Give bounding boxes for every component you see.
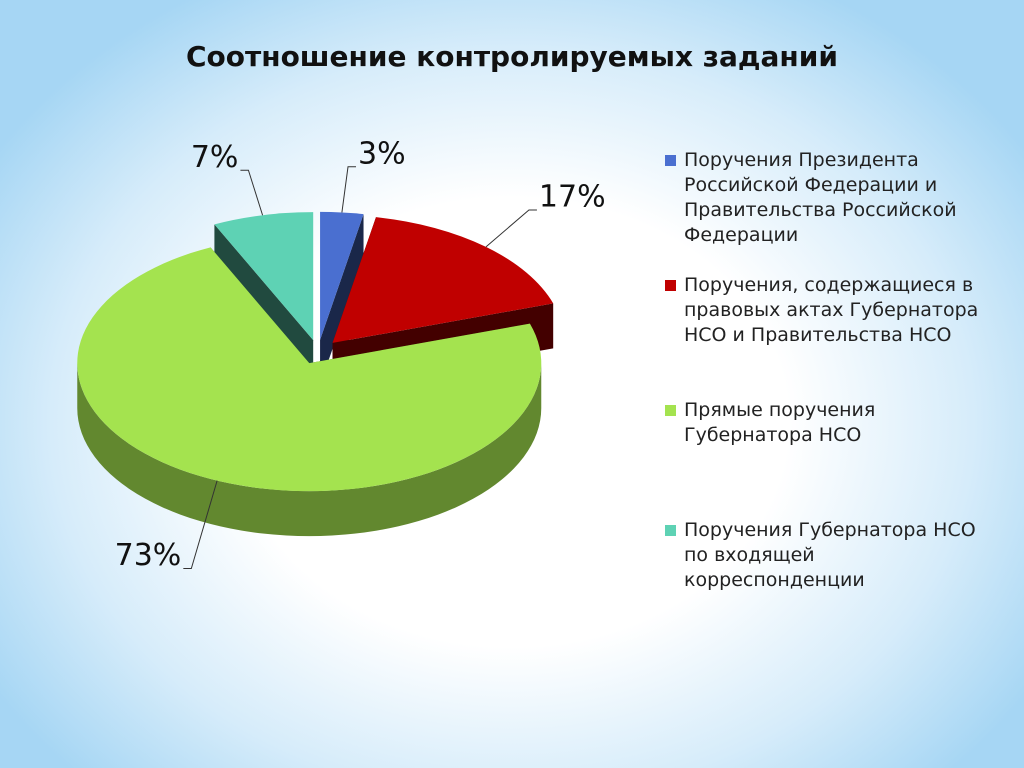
- leader-line: [341, 166, 357, 213]
- slice-top: [320, 211, 364, 340]
- leader-line: [240, 169, 264, 216]
- data-label: 73%: [115, 538, 182, 573]
- slice-face: [320, 214, 364, 385]
- data-label: 17%: [539, 179, 606, 214]
- slice: [320, 214, 364, 385]
- legend-label: Поручения Губернатора НСО по входящей ко…: [684, 519, 976, 591]
- legend-label: Поручения, содержащиеся в правовых актах…: [684, 274, 979, 346]
- legend-entry: Поручения, содержащиеся в правовых актах…: [665, 273, 995, 348]
- data-label: 3%: [358, 136, 406, 171]
- pie-tops: [77, 211, 554, 492]
- leader-line: [485, 209, 537, 248]
- legend-swatch: [665, 525, 676, 536]
- slice-top: [77, 247, 542, 492]
- legend-swatch: [665, 405, 676, 416]
- chart-title: Соотношение контролируемых заданий: [185, 40, 839, 73]
- legend-entry: Поручения Президента Российской Федераци…: [665, 148, 995, 248]
- slice-wall: [77, 363, 542, 537]
- legend-label: Прямые поручения Губернатора НСО: [684, 399, 876, 446]
- legend-label: Поручения Президента Российской Федераци…: [684, 149, 957, 246]
- slice-top: [332, 217, 554, 343]
- slice-top: [214, 212, 314, 341]
- legend-entry: Прямые поручения Губернатора НСО: [665, 398, 995, 448]
- data-label: 7%: [191, 140, 239, 175]
- legend-entry: Поручения Губернатора НСО по входящей ко…: [665, 518, 995, 593]
- legend-swatch: [665, 280, 676, 291]
- legend-swatch: [665, 155, 676, 166]
- leader-line: [183, 480, 218, 570]
